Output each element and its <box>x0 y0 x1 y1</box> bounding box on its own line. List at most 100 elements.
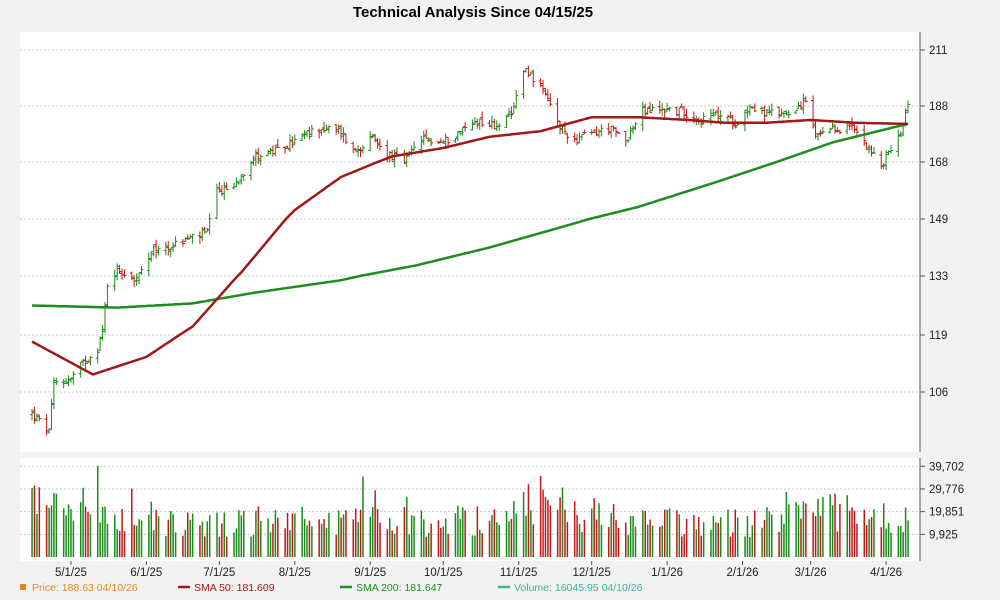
ohlc-bar <box>606 122 611 136</box>
price-tick-label: 188 <box>929 101 948 113</box>
volume-bar <box>496 522 498 557</box>
ohlc-bar <box>769 103 774 117</box>
volume-bar <box>525 515 527 557</box>
volume-bar <box>559 497 561 557</box>
volume-bar <box>444 518 447 557</box>
ohlc-bar <box>818 130 823 137</box>
x-axis-ticks: 5/1/25 6/1/25 7/1/25 8/1/25 9/1/25 10/1/25 11/… <box>55 561 902 579</box>
chart-legend: Price: 188.63 04/10/26 SMA 50: 181.609 SMA… <box>20 582 643 594</box>
x-tick-label: 12/1/25 <box>572 567 610 579</box>
volume-bar <box>187 512 189 557</box>
volume-bar <box>717 522 719 557</box>
volume-bar <box>379 522 381 557</box>
ohlc-bar <box>300 133 305 141</box>
ohlc-bar <box>786 110 791 119</box>
volume-bar <box>345 510 347 557</box>
volume-bar <box>805 503 807 557</box>
volume-bar <box>595 519 598 557</box>
volume-bar <box>668 508 671 557</box>
volume-bar <box>508 521 510 557</box>
x-tick-label: 8/1/25 <box>279 567 311 579</box>
ohlc-bar <box>61 379 66 389</box>
volume-bar <box>250 536 252 557</box>
volume-bar <box>294 513 296 557</box>
price-bars <box>30 65 910 436</box>
ohlc-bar <box>222 181 227 200</box>
volume-bar <box>887 522 890 557</box>
volume-bar <box>133 524 135 557</box>
volume-bar <box>84 506 87 557</box>
ohlc-bar <box>628 125 633 140</box>
volume-bar <box>578 523 581 557</box>
legend-item-sma200: SMA 200: 181.647 <box>340 582 443 594</box>
volume-bar <box>783 523 785 557</box>
ohlc-bar <box>538 78 543 88</box>
volume-bar <box>55 493 58 557</box>
volume-bars <box>31 465 909 557</box>
volume-bar <box>649 519 651 557</box>
volume-bar <box>527 484 530 557</box>
ohlc-bar <box>679 103 684 108</box>
volume-bar <box>337 510 340 557</box>
volume-bar <box>118 530 121 557</box>
volume-bar <box>87 512 89 557</box>
volume-bar <box>695 529 698 557</box>
volume-bar <box>539 476 542 557</box>
volume-bar <box>464 510 466 557</box>
ohlc-bar <box>122 269 127 278</box>
ohlc-bar <box>168 247 173 258</box>
ohlc-bar <box>572 132 577 143</box>
legend-swatch <box>20 584 26 590</box>
ohlc-bar <box>896 129 901 157</box>
volume-bar <box>167 519 170 557</box>
volume-bar <box>354 508 357 557</box>
ohlc-bar <box>319 128 324 136</box>
volume-bar <box>328 512 330 557</box>
volume-bar <box>323 519 325 557</box>
volume-bar <box>114 514 116 557</box>
volume-bar <box>634 526 637 557</box>
volume-bar <box>408 534 410 557</box>
ohlc-bar <box>643 103 648 117</box>
volume-bar <box>62 508 65 557</box>
ohlc-bar <box>341 127 346 143</box>
volume-bar <box>505 510 508 557</box>
ohlc-bar <box>514 89 519 109</box>
volume-bar <box>746 516 749 557</box>
volume-bar <box>780 514 783 557</box>
volume-bar <box>413 515 415 557</box>
volume-bar <box>700 535 702 557</box>
legend-label: Price: 188.63 04/10/26 <box>32 582 138 594</box>
volume-bar <box>284 528 286 557</box>
ohlc-bar <box>283 146 288 154</box>
ohlc-bar <box>906 100 910 114</box>
ohlc-bar <box>667 107 672 112</box>
volume-bar <box>829 494 831 557</box>
ohlc-bar <box>871 146 876 154</box>
x-tick-label: 9/1/25 <box>354 567 386 579</box>
ohlc-bar <box>224 182 229 191</box>
volume-bar <box>45 505 48 557</box>
volume-bar <box>352 519 354 557</box>
volume-bar <box>233 532 235 557</box>
ohlc-bar <box>830 121 835 130</box>
ohlc-bar <box>171 241 176 252</box>
volume-bar <box>814 516 817 557</box>
ohlc-bar <box>801 93 806 114</box>
legend-item-volume: Volume: 16045.95 04/10/26 <box>498 582 643 594</box>
ohlc-bar <box>163 241 168 256</box>
volume-bar <box>471 535 474 557</box>
volume-bar <box>206 521 208 557</box>
ohlc-bar <box>49 399 54 431</box>
volume-bar <box>712 515 715 557</box>
volume-bar <box>454 513 457 557</box>
volume-bar <box>208 515 211 557</box>
ohlc-bar <box>217 182 222 193</box>
ohlc-bar <box>117 264 122 274</box>
ohlc-bar <box>662 108 667 118</box>
volume-bar <box>116 529 118 557</box>
price-tick-label: 119 <box>929 330 947 342</box>
volume-bar <box>600 524 603 557</box>
ohlc-bar <box>180 238 185 247</box>
volume-bar <box>272 523 274 557</box>
